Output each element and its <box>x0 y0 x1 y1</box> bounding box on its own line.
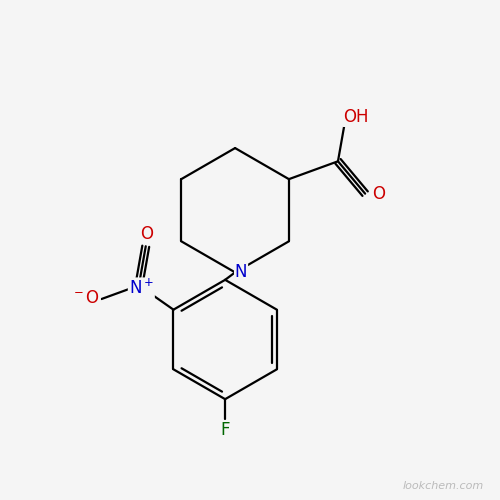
Text: lookchem.com: lookchem.com <box>402 481 483 491</box>
Text: OH: OH <box>344 108 369 126</box>
Text: N: N <box>235 264 248 281</box>
Text: O: O <box>140 225 153 243</box>
Text: F: F <box>220 421 230 439</box>
Text: N$^+$: N$^+$ <box>128 278 154 297</box>
Text: O: O <box>372 184 386 202</box>
Text: $^-$O: $^-$O <box>71 289 100 307</box>
